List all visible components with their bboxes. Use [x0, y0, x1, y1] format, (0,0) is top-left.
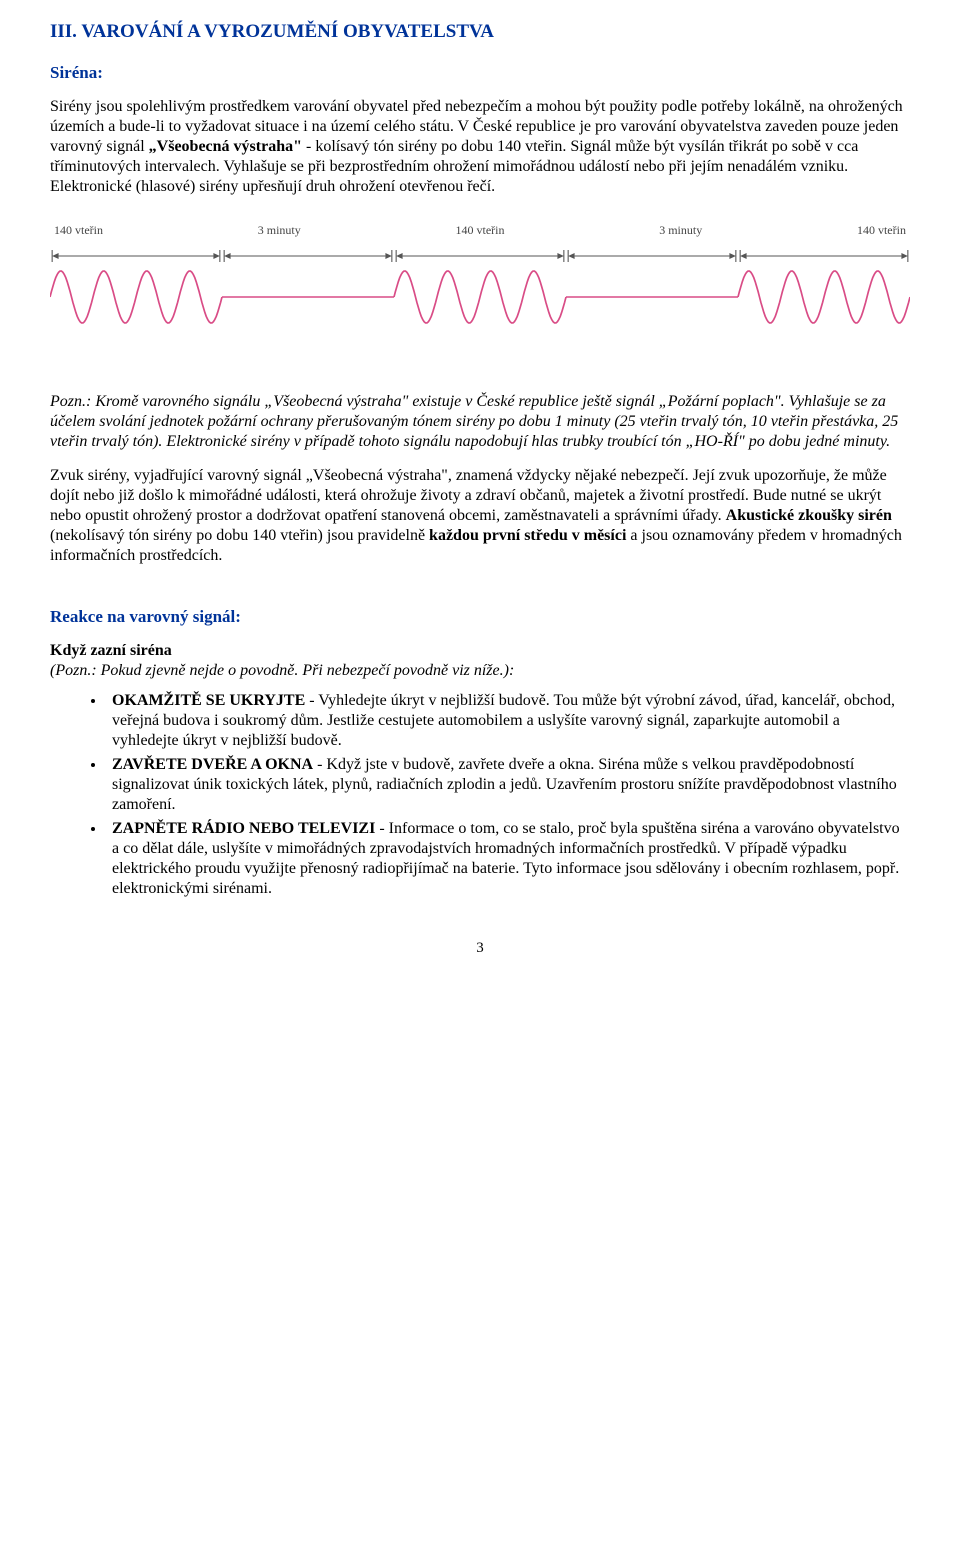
- list-item-bold: ZAPNĚTE RÁDIO NEBO TELEVIZI: [112, 820, 375, 837]
- list-item: ZAVŘETE DVEŘE A OKNA - Když jste v budov…: [106, 755, 910, 815]
- diagram-label: 3 minuty: [659, 223, 702, 238]
- siren-wave-svg: [50, 242, 910, 332]
- note-pozarni-poplach: Pozn.: Kromě varovného signálu „Všeobecn…: [50, 392, 910, 452]
- kdyz-zazni-heading: Když zazní siréna: [50, 642, 172, 659]
- diagram-labels-row: 140 vteřin 3 minuty 140 vteřin 3 minuty …: [50, 223, 910, 238]
- page-number: 3: [50, 939, 910, 958]
- text-span: (nekolísavý tón sirény po dobu 140 vteři…: [50, 527, 429, 544]
- list-item-bold: ZAVŘETE DVEŘE A OKNA: [112, 756, 313, 773]
- diagram-label: 140 vteřin: [857, 223, 906, 238]
- paragraph-siren-meaning: Zvuk sirény, vyjadřující varovný signál …: [50, 466, 910, 566]
- list-item: ZAPNĚTE RÁDIO NEBO TELEVIZI - Informace …: [106, 819, 910, 899]
- page-heading: III. VAROVÁNÍ A VYROZUMĚNÍ OBYVATELSTVA: [50, 20, 910, 44]
- kdyz-zazni-block: Když zazní siréna (Pozn.: Pokud zjevně n…: [50, 641, 910, 681]
- paragraph-sirena-text: Sirény jsou spolehlivým prostředkem varo…: [50, 98, 903, 195]
- list-item: OKAMŽITĚ SE UKRYJTE - Vyhledejte úkryt v…: [106, 691, 910, 751]
- reakce-heading: Reakce na varovný signál:: [50, 606, 910, 627]
- kdyz-zazni-note: (Pozn.: Pokud zjevně nejde o povodně. Př…: [50, 662, 514, 679]
- diagram-label: 140 vteřin: [455, 223, 504, 238]
- diagram-label: 140 vteřin: [54, 223, 103, 238]
- list-item-bold: OKAMŽITĚ SE UKRYJTE: [112, 692, 305, 709]
- paragraph-sirena: Sirény jsou spolehlivým prostředkem varo…: [50, 97, 910, 197]
- text-bold-prvni-stredu: každou první středu v měsíci: [429, 527, 626, 544]
- text-bold-akusticke: Akustické zkoušky sirén: [726, 507, 892, 524]
- reaction-list: OKAMŽITĚ SE UKRYJTE - Vyhledejte úkryt v…: [50, 691, 910, 899]
- siren-signal-diagram: 140 vteřin 3 minuty 140 vteřin 3 minuty …: [50, 223, 910, 332]
- sirena-heading: Siréna:: [50, 62, 910, 83]
- diagram-label: 3 minuty: [258, 223, 301, 238]
